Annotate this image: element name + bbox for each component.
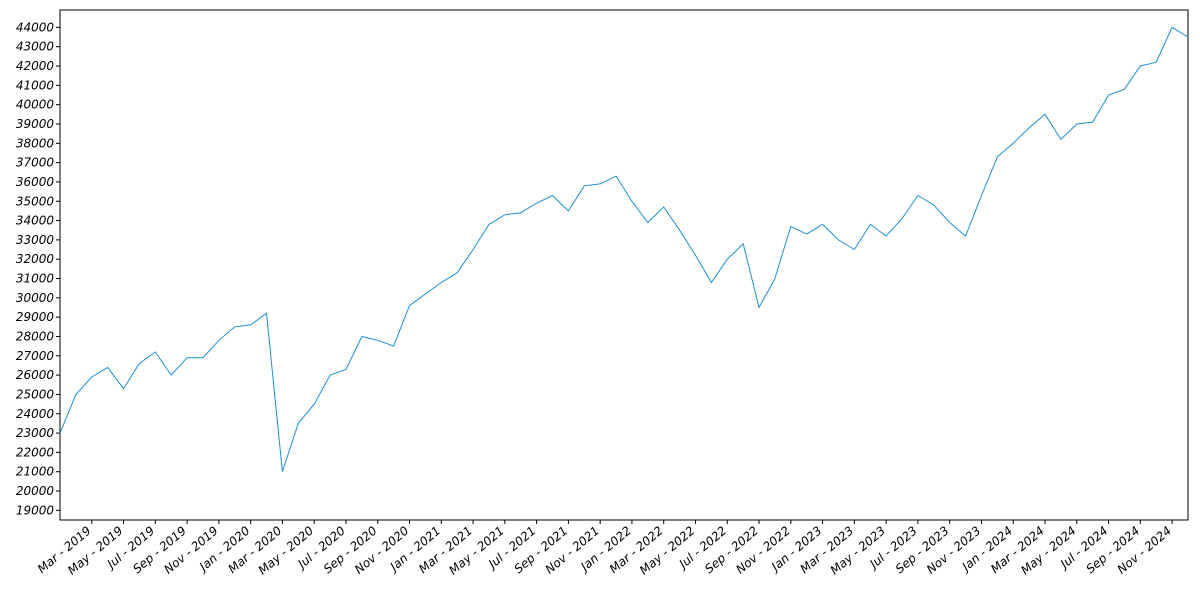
y-tick-label: 41000 xyxy=(16,78,55,92)
y-tick-label: 22000 xyxy=(16,445,55,459)
y-tick-label: 33000 xyxy=(16,233,55,247)
y-tick-label: 21000 xyxy=(16,465,55,479)
y-tick-label: 43000 xyxy=(16,40,55,54)
y-tick-label: 34000 xyxy=(16,214,55,228)
y-tick-label: 27000 xyxy=(16,349,55,363)
y-tick-label: 30000 xyxy=(16,291,55,305)
y-tick-label: 38000 xyxy=(16,136,55,150)
y-tick-label: 29000 xyxy=(16,310,55,324)
y-tick-label: 26000 xyxy=(16,368,55,382)
y-tick-label: 32000 xyxy=(16,252,55,266)
y-tick-label: 25000 xyxy=(16,387,55,401)
y-tick-label: 36000 xyxy=(16,175,55,189)
y-tick-label: 24000 xyxy=(16,407,55,421)
y-tick-label: 31000 xyxy=(16,272,55,286)
y-tick-label: 28000 xyxy=(16,329,55,343)
y-tick-label: 37000 xyxy=(16,156,55,170)
y-tick-label: 40000 xyxy=(16,98,55,112)
y-tick-label: 44000 xyxy=(16,20,55,34)
y-tick-label: 39000 xyxy=(16,117,55,131)
data-line xyxy=(59,26,1189,472)
y-tick-label: 20000 xyxy=(16,484,55,498)
y-tick-label: 35000 xyxy=(16,194,55,208)
y-tick-label: 42000 xyxy=(16,59,55,73)
y-tick-label: 23000 xyxy=(16,426,55,440)
plot-frame xyxy=(59,9,1189,521)
y-tick-label: 19000 xyxy=(16,503,55,517)
